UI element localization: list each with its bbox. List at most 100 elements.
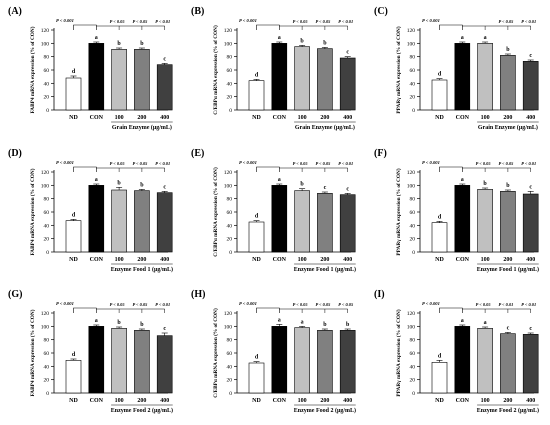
category-label: CON: [456, 257, 470, 263]
y-tick-label: 20: [227, 95, 233, 101]
category-label: 200: [137, 115, 146, 121]
bar: [248, 362, 265, 394]
y-tick-label: 40: [44, 364, 50, 370]
significance-letter: d: [255, 214, 259, 220]
y-tick-label: 120: [224, 170, 233, 176]
bar: [88, 185, 105, 253]
y-tick-label: 120: [407, 170, 416, 176]
y-tick-label: 60: [227, 68, 233, 74]
y-tick-label: 40: [227, 81, 233, 87]
chart-panel: (C) 0 20 40 60 80 100 120 PPARγ mRNA expression …: [374, 6, 539, 131]
panel-label: (A): [8, 6, 22, 17]
bar: [454, 185, 471, 253]
y-tick-label: 0: [46, 250, 49, 256]
bar: [522, 193, 539, 253]
bar: [317, 330, 333, 394]
y-tick-label: 80: [44, 338, 50, 344]
y-tick-label: 60: [44, 351, 50, 357]
category-label: 100: [481, 398, 490, 404]
category-label: ND: [252, 398, 261, 404]
x-axis-label: Enzyme Food 2 (μg/mL): [111, 407, 173, 414]
y-tick-label: 80: [44, 55, 50, 61]
y-tick-label: 120: [41, 170, 50, 176]
y-axis-label: C/EBPα mRNA expression (% of CON): [212, 25, 219, 115]
y-tick-label: 80: [410, 197, 416, 203]
bar: [339, 194, 356, 253]
p-value-label: P < 0.05: [498, 161, 514, 166]
p-value-label: P < 0.01: [155, 161, 170, 166]
category-label: 200: [320, 398, 329, 404]
category-label: ND: [252, 257, 261, 263]
category-label: 100: [115, 115, 124, 121]
significance-letter: a: [461, 177, 464, 183]
p-value-label: P < 0.01: [521, 302, 536, 307]
y-tick-label: 60: [410, 351, 416, 357]
significance-letter: b: [117, 320, 121, 326]
significance-letter: b: [117, 180, 121, 186]
significance-letter: a: [95, 35, 98, 41]
bar: [339, 57, 356, 111]
y-tick-label: 40: [227, 364, 233, 370]
significance-letter: a: [278, 317, 281, 323]
bar: [500, 191, 516, 253]
y-tick-label: 20: [44, 378, 50, 384]
bar: [111, 189, 127, 253]
y-tick-label: 0: [412, 108, 415, 114]
bracket-main: [439, 166, 463, 172]
bar: [65, 77, 82, 111]
p-value-label: P < 0.01: [521, 19, 536, 24]
y-tick-label: 100: [41, 324, 50, 330]
significance-letter: a: [484, 320, 487, 326]
bar: [111, 49, 127, 111]
y-tick-label: 80: [227, 197, 233, 203]
y-axis-label: C/EBPα mRNA expression (% of CON): [212, 308, 219, 398]
bar: [500, 55, 516, 111]
x-axis-label: Enzyme Food 1 (μg/mL): [477, 266, 539, 273]
y-tick-label: 20: [227, 378, 233, 384]
y-tick-label: 60: [227, 351, 233, 357]
p-value-label: P < 0.01: [338, 19, 353, 24]
significance-letter: d: [438, 72, 442, 78]
significance-letter: b: [117, 41, 121, 47]
y-tick-label: 40: [227, 223, 233, 229]
y-tick-label: 40: [410, 81, 416, 87]
p-value-label: P < 0.001: [56, 18, 74, 23]
category-label: 200: [320, 257, 329, 263]
bracket-main: [256, 307, 280, 313]
y-tick-label: 60: [410, 68, 416, 74]
y-tick-label: 60: [44, 68, 50, 74]
chart-panel: (E) 0 20 40 60 80 100 120 C/EBPα mRNA expression…: [191, 148, 356, 273]
significance-letter: d: [438, 353, 442, 359]
bar: [477, 328, 493, 394]
bar: [271, 185, 288, 253]
x-axis-label: Grain Enzyme (μg/mL): [112, 124, 172, 131]
y-tick-label: 60: [44, 210, 50, 216]
panel-label: (B): [191, 6, 204, 17]
bar: [156, 335, 173, 394]
bar: [431, 79, 448, 111]
category-label: ND: [69, 115, 78, 121]
p-value-label: P < 0.001: [422, 160, 440, 165]
significance-letter: d: [438, 214, 442, 220]
y-tick-label: 20: [410, 237, 416, 243]
y-tick-label: 0: [46, 391, 49, 397]
x-axis-label: Enzyme Food 1 (μg/mL): [294, 266, 356, 273]
p-value-label: P < 0.001: [56, 301, 74, 306]
bar: [294, 327, 310, 394]
p-value-label: P < 0.01: [338, 161, 353, 166]
category-label: CON: [273, 115, 287, 121]
significance-letter: d: [72, 212, 76, 218]
bar: [339, 330, 356, 394]
category-label: ND: [435, 398, 444, 404]
bar: [65, 220, 82, 253]
bar: [134, 190, 150, 253]
y-tick-label: 80: [227, 338, 233, 344]
panel-label: (E): [191, 148, 204, 159]
significance-letter: b: [346, 322, 350, 328]
p-value-label: P < 0.001: [239, 301, 257, 306]
p-value-label: P < 0.05: [132, 19, 148, 24]
y-axis-label: PPARγ mRNA expression (% of CON): [395, 309, 402, 396]
y-tick-label: 0: [46, 108, 49, 114]
bracket-main: [73, 307, 97, 313]
